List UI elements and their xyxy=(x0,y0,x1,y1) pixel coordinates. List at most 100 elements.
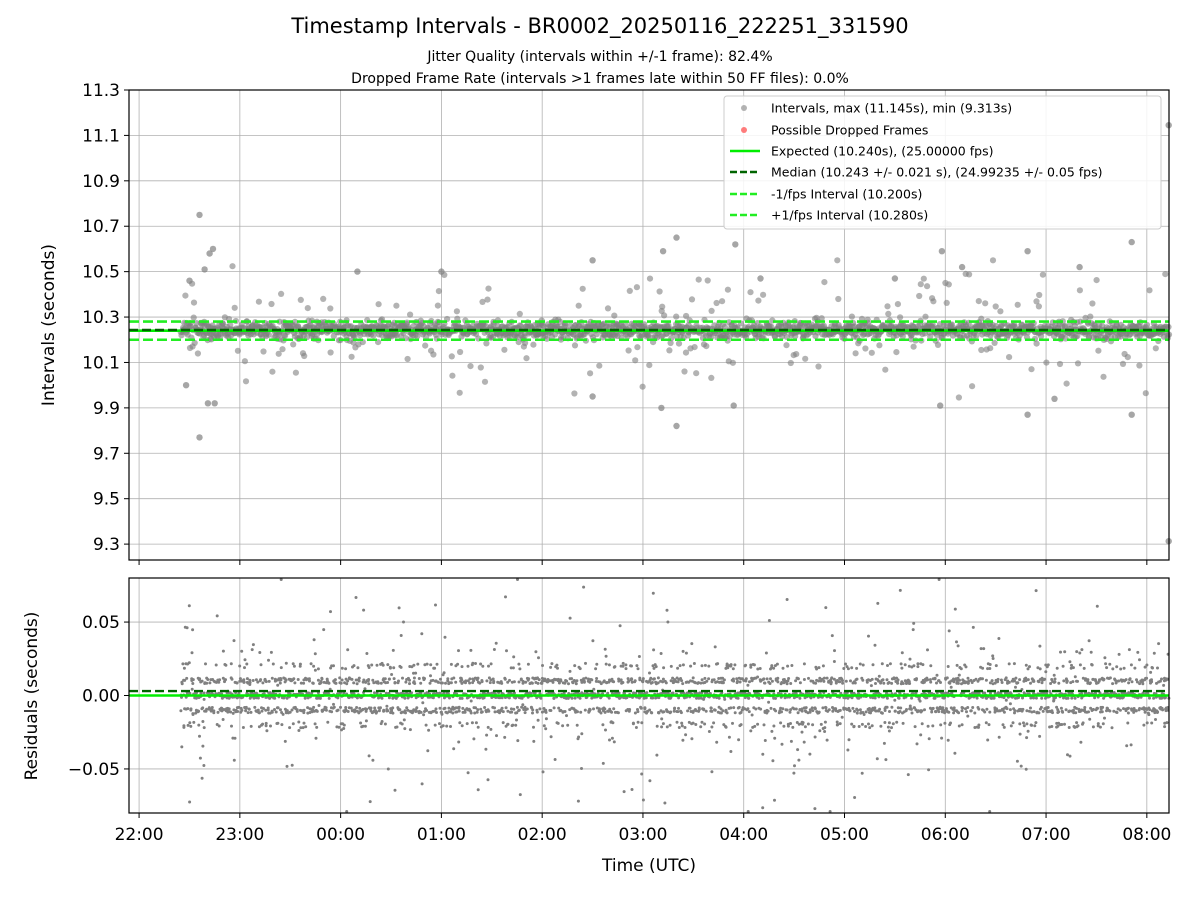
residual-point xyxy=(705,679,709,683)
residual-point xyxy=(1056,724,1060,728)
residual-point xyxy=(261,722,265,726)
residual-point xyxy=(400,722,404,726)
interval-point xyxy=(1089,300,1096,307)
residual-point xyxy=(651,696,655,700)
residual-point xyxy=(630,680,634,684)
residual-point xyxy=(404,711,407,715)
residual-point xyxy=(342,727,346,730)
residual-point xyxy=(313,652,317,656)
legend-marker-intervals xyxy=(741,105,747,111)
residual-point xyxy=(578,667,582,671)
chart-subtitle-dropped: Dropped Frame Rate (intervals >1 frames … xyxy=(351,71,849,87)
residual-point xyxy=(365,707,369,711)
interval-point xyxy=(320,295,327,302)
residual-point xyxy=(722,678,726,682)
residual-point xyxy=(953,607,957,611)
residual-point xyxy=(584,676,588,680)
residual-point xyxy=(733,663,737,667)
residual-point xyxy=(577,735,581,739)
residual-point xyxy=(567,682,570,686)
residual-point xyxy=(357,676,361,680)
residual-point xyxy=(723,697,727,701)
residual-point xyxy=(636,720,640,724)
residual-point xyxy=(899,706,903,710)
residual-point xyxy=(921,663,925,667)
residual-point xyxy=(824,606,828,610)
residual-point xyxy=(466,771,470,775)
residual-point xyxy=(192,720,196,724)
residual-point xyxy=(864,710,868,714)
residual-point xyxy=(712,721,716,725)
top-ytick-label: 9.3 xyxy=(93,535,120,555)
residual-point xyxy=(452,747,456,751)
residual-point xyxy=(506,722,510,726)
residual-point xyxy=(879,724,883,728)
residual-point xyxy=(222,708,226,711)
residual-point xyxy=(212,709,216,713)
interval-point xyxy=(783,342,790,349)
residual-point xyxy=(408,678,411,682)
interval-point xyxy=(862,345,869,352)
residual-point xyxy=(460,696,464,700)
residual-point xyxy=(930,710,934,714)
residual-point xyxy=(446,679,450,683)
residual-point xyxy=(227,707,231,711)
top-ytick-label: 10.1 xyxy=(82,353,120,373)
residual-point xyxy=(349,706,353,710)
residual-point xyxy=(206,678,210,681)
residual-point xyxy=(313,722,317,726)
residual-point xyxy=(886,664,889,667)
residual-point xyxy=(313,668,317,672)
residual-point xyxy=(318,696,322,700)
residual-point xyxy=(237,691,241,695)
residual-point xyxy=(630,788,634,791)
residual-point xyxy=(835,720,839,724)
residual-point xyxy=(479,707,483,711)
residual-point xyxy=(827,680,831,684)
residual-point xyxy=(684,651,688,655)
residual-point xyxy=(768,682,772,685)
residual-point xyxy=(862,713,866,716)
residual-point xyxy=(927,737,931,741)
residual-point xyxy=(844,662,847,666)
residual-point xyxy=(276,721,280,725)
residual-point xyxy=(592,687,596,691)
residual-point xyxy=(438,691,442,695)
residual-point xyxy=(641,798,645,802)
residual-point xyxy=(352,681,356,685)
residual-point xyxy=(364,719,368,723)
residual-point xyxy=(279,677,283,680)
residual-point xyxy=(402,620,405,624)
residual-point xyxy=(893,709,897,713)
residual-point xyxy=(264,721,268,725)
residual-point xyxy=(612,740,616,744)
residual-point xyxy=(312,664,316,668)
residual-point xyxy=(792,771,796,775)
residual-point xyxy=(455,710,459,714)
residual-point xyxy=(937,710,941,714)
residual-point xyxy=(188,691,192,695)
interval-point xyxy=(457,348,464,356)
residual-point xyxy=(610,736,614,740)
interval-point xyxy=(479,298,486,305)
residual-point xyxy=(690,642,694,646)
residual-point xyxy=(988,663,992,666)
residual-point xyxy=(392,677,396,681)
residual-point xyxy=(344,667,348,671)
residual-point xyxy=(825,676,829,680)
residual-point xyxy=(729,663,733,667)
residual-point xyxy=(702,708,706,712)
residual-point xyxy=(739,711,743,714)
residual-point xyxy=(408,682,411,686)
residual-point xyxy=(874,682,877,685)
residual-point xyxy=(482,696,486,700)
residual-point xyxy=(965,710,968,714)
interval-point xyxy=(646,275,654,282)
residual-point xyxy=(449,662,453,666)
interval-point xyxy=(1077,318,1084,325)
residual-point xyxy=(661,680,665,684)
residual-point xyxy=(624,663,628,667)
residual-point xyxy=(770,664,774,668)
residual-point xyxy=(442,671,446,675)
residual-point xyxy=(296,678,300,681)
